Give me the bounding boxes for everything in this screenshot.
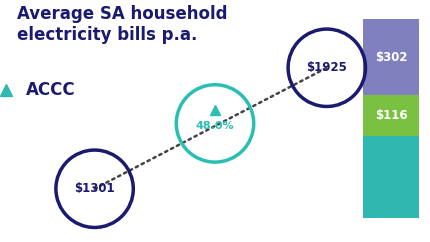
Bar xyxy=(363,95,419,136)
Text: $302: $302 xyxy=(375,51,408,64)
Bar xyxy=(363,19,419,95)
Text: $116: $116 xyxy=(375,109,408,122)
Text: ACCC: ACCC xyxy=(26,81,75,98)
Text: $1301: $1301 xyxy=(74,182,115,195)
Text: 48.0%: 48.0% xyxy=(196,121,234,131)
Bar xyxy=(363,136,419,218)
Text: $1925: $1925 xyxy=(306,61,347,74)
Text: Average SA household
electricity bills p.a.: Average SA household electricity bills p… xyxy=(17,5,228,44)
